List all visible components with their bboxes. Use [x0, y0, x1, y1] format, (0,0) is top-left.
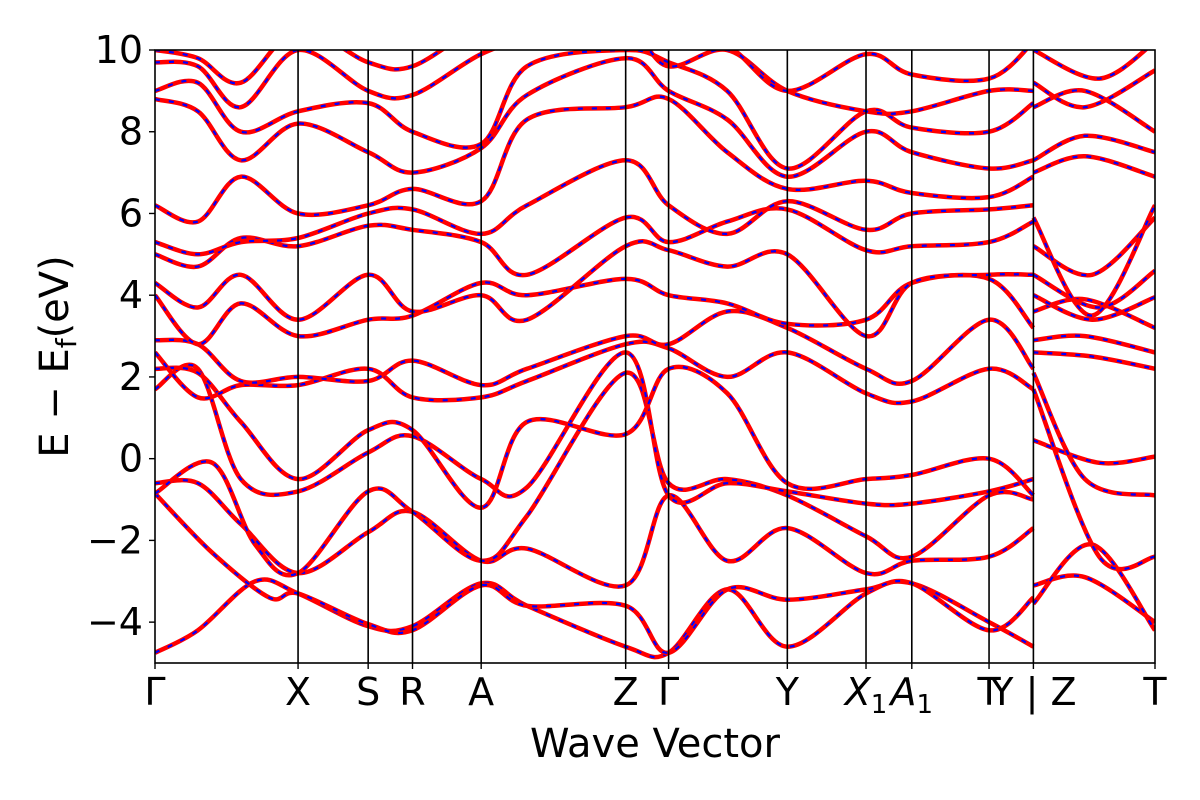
band-line-red-2	[155, 477, 1035, 589]
band-line-blue-14	[155, 50, 1035, 170]
x-tick-label-2: S	[356, 670, 380, 714]
band-line-red-22	[1033, 350, 1155, 372]
x-tick-label-6: Γ	[658, 670, 679, 714]
band-line-red-15	[155, 50, 1034, 117]
band-line-blue-19	[1033, 439, 1155, 465]
band-line-blue-11	[155, 159, 1034, 256]
band-line-red-21	[1031, 371, 1155, 498]
band-line-red-33	[1032, 50, 1149, 81]
band-line-red-17	[1032, 573, 1155, 624]
x-tick-label-1: X	[285, 670, 311, 714]
band-line-blue-27	[1032, 216, 1155, 277]
band-line-blue-20	[1032, 388, 1155, 571]
band-line-red-6	[155, 339, 1035, 406]
bands-layer	[155, 50, 1155, 660]
band-line-blue-6	[155, 340, 1034, 405]
band-line-red-32	[1032, 68, 1155, 110]
x-tick-label-11: Y | Z	[989, 670, 1076, 715]
band-line-blue-18	[1032, 543, 1155, 631]
band-line-blue-22	[1033, 351, 1155, 370]
band-line-red-18	[1031, 542, 1155, 632]
x-tick-label-10: T	[976, 670, 1001, 714]
band-line-red-9	[155, 239, 1034, 339]
x-tick-label-8: X1	[843, 670, 888, 720]
band-line-blue-21	[1032, 372, 1155, 497]
x-axis-label: Wave Vector	[530, 721, 781, 767]
x-tick-label-3: R	[399, 670, 425, 714]
band-line-red-16	[155, 50, 1029, 94]
band-line-blue-7	[155, 309, 1035, 387]
band-line-blue-12	[155, 95, 1034, 224]
y-tick-label-5: 6	[119, 191, 143, 235]
x-tick-label-9: A1	[888, 670, 934, 720]
band-line-blue-0	[155, 578, 1034, 659]
y-ticks: −4 −2 0 2 4 6 8 10	[87, 28, 155, 644]
y-tick-label-3: 2	[119, 355, 143, 399]
plot-frame	[154, 49, 1156, 664]
band-line-blue-26	[1032, 269, 1155, 309]
y-tick-label-4: 4	[119, 273, 143, 317]
y-tick-label-1: −2	[87, 518, 143, 562]
band-line-blue-31	[1032, 89, 1155, 133]
band-line-blue-10	[155, 207, 1034, 277]
x-tick-label-7: Y	[775, 670, 800, 714]
band-line-blue-32	[1032, 69, 1155, 109]
band-line-red-23	[1033, 333, 1155, 355]
band-line-blue-24	[1033, 297, 1155, 329]
band-line-red-0	[155, 577, 1035, 660]
y-axis-label-unit: (eV)	[32, 255, 78, 338]
x-tick-label-5: Z	[613, 670, 639, 714]
band-line-red-8	[155, 272, 1036, 347]
band-line-blue-2	[155, 479, 1035, 588]
y-tick-label-7: 10	[95, 28, 143, 72]
x-tick-label-4: A	[468, 670, 494, 714]
band-line-red-7	[155, 308, 1036, 388]
band-line-blue-30	[1032, 134, 1155, 162]
y-tick-label-6: 8	[119, 110, 143, 154]
band-line-blue-25	[1032, 294, 1155, 321]
band-line-blue-28	[1032, 204, 1155, 317]
y-tick-label-2: 0	[119, 437, 143, 481]
band-line-blue-33	[1032, 50, 1147, 80]
band-line-red-4	[155, 350, 1035, 508]
band-line-blue-8	[155, 273, 1035, 346]
band-line-blue-15	[155, 50, 1034, 115]
band-line-red-29	[1032, 154, 1155, 179]
x-tick-label-12: T	[1142, 670, 1167, 714]
band-line-blue-1	[155, 492, 1035, 654]
y-axis-label-subscript: f	[50, 337, 83, 348]
band-line-blue-5	[155, 365, 1035, 509]
kpoint-lines	[297, 50, 1035, 663]
y-axis-label-main: E − E	[32, 348, 78, 458]
y-axis-label: E − Ef(eV)	[32, 255, 83, 458]
y-tick-label-0: −4	[87, 600, 143, 644]
band-line-blue-4	[155, 351, 1034, 507]
band-line-blue-13	[155, 57, 1034, 178]
x-tick-label-0: Γ	[144, 670, 165, 714]
